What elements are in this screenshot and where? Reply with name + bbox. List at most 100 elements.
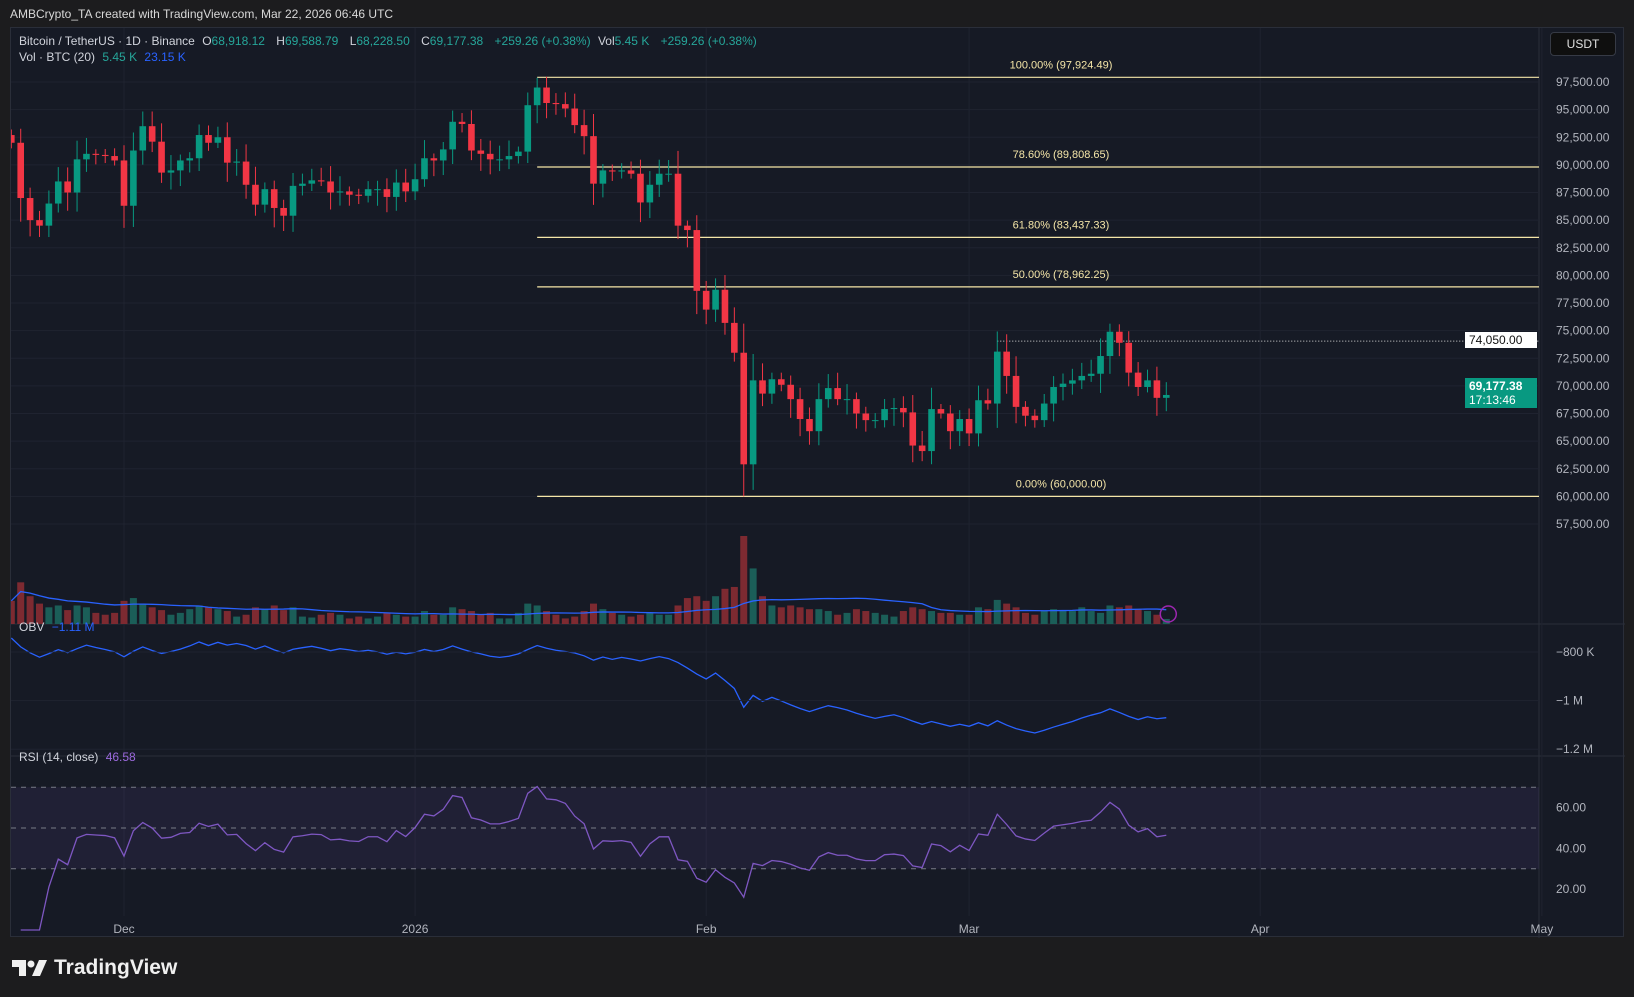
candle-body [853, 399, 860, 414]
candle-body [533, 87, 541, 106]
volume-bar [280, 610, 288, 624]
candle-body [1106, 331, 1114, 357]
candle-body [1087, 373, 1095, 376]
x-tick-label: Feb [696, 922, 717, 936]
chart-frame[interactable]: 97,500.00 95,000.00 92,500.00 90,000.00 87,5… [10, 27, 1625, 938]
candle-body [1031, 415, 1039, 421]
volume-bar [740, 536, 748, 624]
volume-bar [327, 612, 335, 624]
y-tick-label: 77,500.00 [1556, 296, 1610, 310]
change-value: +259.26 (+0.38%) [494, 34, 591, 48]
volume-bar [402, 616, 410, 624]
volume-bar [984, 609, 992, 624]
volume-bar [674, 605, 682, 624]
volume-bar [636, 614, 644, 624]
y-tick-label: 90,000.00 [1556, 158, 1610, 172]
candle-body [205, 135, 212, 143]
volume-bar [852, 609, 860, 624]
volume-bar [449, 607, 457, 624]
candle-body [402, 182, 409, 192]
currency-button[interactable]: USDT [1550, 32, 1616, 56]
y-tick-label: 92,500.00 [1556, 130, 1610, 144]
obv-tick-label: −1 M [1556, 694, 1583, 708]
volume-bar [946, 612, 954, 624]
volume-bar [223, 611, 231, 624]
close-value: 69,177.38 [429, 34, 484, 48]
volume-bar [82, 607, 90, 624]
vol-label: Vol [597, 34, 615, 48]
volume-bar [242, 614, 250, 624]
volume-bar [298, 616, 306, 624]
y-tick-label: 70,000.00 [1556, 379, 1610, 393]
volume-bar [768, 605, 776, 624]
volume-bar [599, 609, 607, 624]
candle-body [1040, 403, 1048, 421]
candle-body [421, 158, 428, 180]
candle-body [862, 413, 870, 421]
volume-bar [1021, 612, 1029, 624]
rsi-tick-label: 20.00 [1556, 882, 1586, 896]
tradingview-logo-icon [12, 960, 47, 976]
volume-bar [439, 614, 447, 624]
volume-indicator-title[interactable]: Vol · BTC (20) [19, 50, 96, 64]
volume-bar [1106, 605, 1114, 624]
candle-body [1116, 331, 1123, 343]
volume-bar [1144, 611, 1152, 624]
candle-body [64, 181, 71, 193]
volume-bar [834, 614, 842, 624]
symbol-legend: Bitcoin / TetherUS · 1D · Binance O68,91… [19, 34, 761, 48]
symbol-title[interactable]: Bitcoin / TetherUS · 1D · Binance [19, 34, 195, 48]
volume-bar [1115, 607, 1123, 624]
volume-bar [580, 611, 588, 624]
volume-bar [561, 618, 569, 624]
volume-bar [1059, 611, 1067, 624]
candle-body [327, 181, 334, 193]
obv-legend: OBV −1.11 M [19, 620, 99, 634]
candle-body [890, 407, 898, 410]
pane-bg [11, 28, 1539, 624]
candle-body [83, 153, 90, 160]
chart-caption: AMBCrypto_TA created with TradingView.co… [10, 7, 394, 21]
candle-body [486, 153, 494, 160]
candle-body [608, 170, 616, 172]
volume-bar [862, 611, 870, 624]
obv-title[interactable]: OBV [19, 620, 45, 634]
candle-body [824, 388, 832, 400]
volume-bar [937, 612, 945, 624]
candle-body [120, 160, 128, 206]
candle-body [1078, 375, 1086, 381]
volume-bar [543, 611, 551, 624]
volume-bar [364, 618, 372, 624]
volume-bar [411, 616, 419, 624]
x-tick-label: Apr [1251, 922, 1270, 936]
candle-body [468, 123, 475, 151]
candle-body [92, 153, 100, 155]
candle-body [1059, 383, 1067, 387]
volume-bar [374, 616, 382, 624]
candle-body [308, 180, 316, 184]
chart-canvas[interactable]: 97,500.00 95,000.00 92,500.00 90,000.00 87,5… [11, 28, 1625, 938]
y-tick-label: 67,500.00 [1556, 407, 1610, 421]
volume-bar [35, 603, 43, 624]
candle-body [1144, 380, 1151, 387]
y-tick-label: 57,500.00 [1556, 517, 1610, 531]
candle-body [336, 191, 344, 193]
candle-body [1097, 356, 1104, 374]
candle-body [496, 159, 503, 161]
candle-body [458, 121, 466, 124]
candle-body [562, 104, 569, 109]
candle-body [411, 179, 419, 192]
candle-body [430, 158, 438, 161]
candle-body [871, 420, 879, 422]
candle-body [1022, 406, 1029, 416]
volume-bar [64, 610, 72, 624]
volume-bar [26, 596, 34, 624]
lightning-icon [1159, 605, 1178, 623]
tradingview-logo[interactable]: TradingView [12, 956, 177, 980]
volume-bar [214, 609, 222, 624]
candle-body [759, 380, 766, 394]
rsi-title[interactable]: RSI (14, close) [19, 750, 99, 764]
volume-bar [627, 616, 635, 624]
y-tick-label: 65,000.00 [1556, 434, 1610, 448]
candle-body [439, 149, 447, 161]
